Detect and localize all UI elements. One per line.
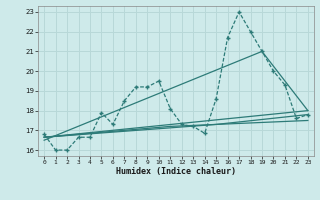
X-axis label: Humidex (Indice chaleur): Humidex (Indice chaleur) [116, 167, 236, 176]
